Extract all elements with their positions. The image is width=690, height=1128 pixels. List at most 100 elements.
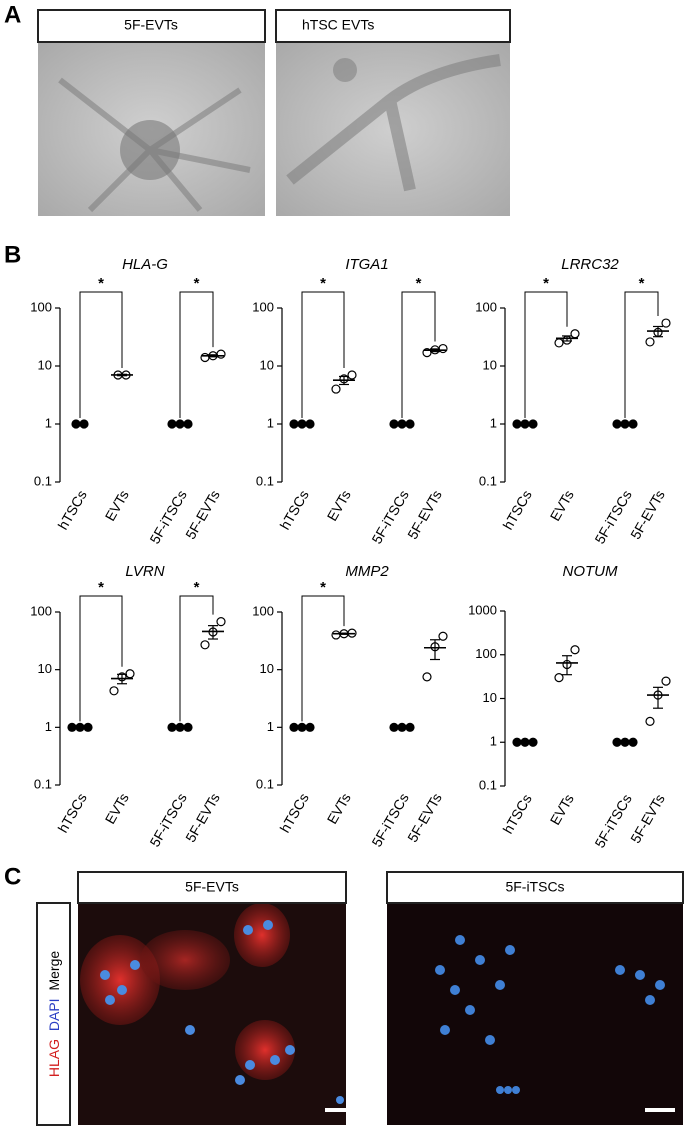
image-label-box <box>386 871 684 904</box>
image-label-box <box>37 9 266 43</box>
data-point <box>67 722 77 732</box>
image-label-box <box>275 9 511 43</box>
x-tick-label: 5F-iTSCs <box>591 487 634 546</box>
significance-label: * <box>543 275 549 292</box>
data-point <box>405 722 415 732</box>
y-tick-label: 10 <box>260 357 274 372</box>
data-point <box>570 645 580 655</box>
panel-label: B <box>4 241 21 268</box>
data-point <box>83 722 93 732</box>
data-point <box>125 669 135 679</box>
data-point <box>528 737 538 747</box>
data-point <box>520 737 530 747</box>
stain-label-box <box>36 902 71 1126</box>
significance-bracket <box>301 291 345 418</box>
data-point <box>645 716 655 726</box>
data-point <box>167 722 177 732</box>
data-point <box>389 722 399 732</box>
data-point <box>422 672 432 682</box>
data-point <box>628 419 638 429</box>
data-point <box>528 419 538 429</box>
data-point <box>520 419 530 429</box>
data-point <box>297 722 307 732</box>
stain-blue: DAPI <box>46 998 62 1031</box>
data-point <box>175 722 185 732</box>
image-label: 5F-EVTs <box>124 17 178 33</box>
x-tick-label: EVTs <box>324 487 354 523</box>
significance-bracket <box>301 595 345 722</box>
data-point <box>216 349 226 359</box>
data-point <box>620 737 630 747</box>
significance-bracket <box>179 595 214 722</box>
data-point <box>347 370 357 380</box>
x-tick-label: 5F-iTSCs <box>146 487 189 546</box>
significance-label: * <box>98 579 104 596</box>
data-point <box>183 722 193 732</box>
y-tick-label: 10 <box>483 690 497 705</box>
data-point <box>305 722 315 732</box>
data-point <box>167 419 177 429</box>
data-point <box>620 419 630 429</box>
x-tick-label: EVTs <box>102 790 132 826</box>
data-point <box>75 722 85 732</box>
chart-title: NOTUM <box>563 563 618 580</box>
x-tick-label: EVTs <box>547 791 577 827</box>
x-tick-label: hTSCs <box>277 790 312 835</box>
y-tick-label: 1 <box>490 415 497 430</box>
data-point <box>661 318 671 328</box>
y-tick-label: 10 <box>38 357 52 372</box>
data-point <box>305 419 315 429</box>
y-tick-label: 0.1 <box>34 776 52 791</box>
brightfield-image <box>276 42 510 216</box>
x-tick-label: hTSCs <box>55 790 90 835</box>
x-tick-label: hTSCs <box>500 791 535 836</box>
data-point <box>661 676 671 686</box>
x-tick-label: 5F-iTSCs <box>591 791 634 850</box>
data-point <box>397 419 407 429</box>
data-point <box>109 686 119 696</box>
data-point <box>438 631 448 641</box>
x-tick-label: hTSCs <box>277 487 312 532</box>
y-tick-label: 1 <box>45 719 52 734</box>
y-tick-label: 10 <box>260 661 274 676</box>
significance-bracket <box>401 291 436 418</box>
significance-label: * <box>98 275 104 292</box>
y-tick-label: 10 <box>483 357 497 372</box>
y-tick-label: 1000 <box>468 602 497 617</box>
data-point <box>331 384 341 394</box>
data-point <box>438 343 448 354</box>
y-tick-label: 1 <box>45 415 52 430</box>
chart-title: HLA-G <box>122 256 168 273</box>
data-point <box>289 722 299 732</box>
y-tick-label: 100 <box>30 603 52 618</box>
y-tick-label: 1 <box>490 734 497 749</box>
data-point <box>331 630 341 640</box>
data-point <box>200 352 210 363</box>
data-point <box>79 419 89 429</box>
y-tick-label: 1 <box>267 415 274 430</box>
y-tick-label: 1 <box>267 719 274 734</box>
stain-black: Merge <box>46 951 62 991</box>
significance-label: * <box>320 579 326 596</box>
data-point <box>645 337 655 347</box>
data-point <box>297 419 307 429</box>
y-tick-label: 100 <box>252 299 274 314</box>
data-point <box>200 640 210 650</box>
y-tick-label: 0.1 <box>34 473 52 488</box>
data-point <box>389 419 399 429</box>
data-point <box>183 419 193 429</box>
x-tick-label: hTSCs <box>500 487 535 532</box>
image-label-box <box>77 871 347 904</box>
significance-bracket <box>79 291 123 418</box>
x-tick-label: EVTs <box>102 487 132 523</box>
fluorescence-image <box>78 903 353 1125</box>
image-label: 5F-EVTs <box>185 879 239 895</box>
y-tick-label: 100 <box>30 299 52 314</box>
